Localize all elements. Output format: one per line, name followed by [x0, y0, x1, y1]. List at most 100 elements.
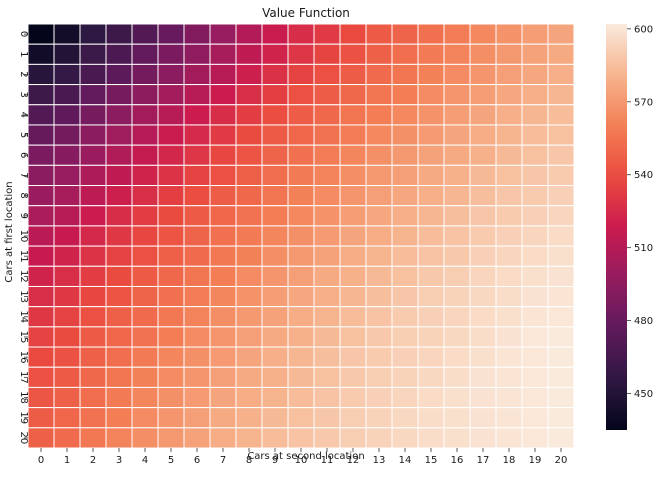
- heatmap-cell: [443, 285, 471, 308]
- heatmap-cell: [287, 185, 315, 207]
- heatmap-cell: [209, 104, 237, 126]
- x-tick-label: 20: [555, 455, 568, 466]
- heatmap-cell: [79, 407, 107, 429]
- heatmap-cell: [183, 407, 211, 429]
- heatmap-cell: [209, 164, 237, 187]
- heatmap-cell: [521, 185, 549, 207]
- heatmap-cell: [417, 427, 445, 449]
- heatmap-cell: [365, 225, 393, 247]
- heatmap-cell: [443, 185, 471, 207]
- heatmap-cell: [443, 407, 471, 429]
- heatmap-cell: [235, 346, 263, 368]
- heatmap-cell: [27, 326, 55, 348]
- heatmap-cell: [157, 386, 185, 409]
- heatmap-cell: [365, 164, 393, 187]
- heatmap-cell: [131, 63, 159, 86]
- heatmap-cell: [495, 306, 523, 328]
- heatmap-cell: [157, 185, 185, 207]
- heatmap-cell: [209, 185, 237, 207]
- heatmap-cell: [495, 144, 523, 166]
- heatmap-cell: [157, 63, 185, 86]
- heatmap-cell: [521, 326, 549, 348]
- heatmap-cell: [495, 84, 523, 106]
- heatmap-cell: [261, 23, 289, 45]
- heatmap-cell: [339, 306, 367, 328]
- heatmap-cell: [287, 407, 315, 429]
- heatmap-cell: [287, 427, 315, 449]
- heatmap-cell: [417, 205, 445, 227]
- heatmap-cell: [261, 164, 289, 187]
- heatmap-cell: [79, 346, 107, 368]
- x-tick-label: 3: [116, 455, 122, 466]
- heatmap-cell: [365, 84, 393, 106]
- heatmap-cell: [131, 205, 159, 227]
- heatmap-cell: [339, 63, 367, 86]
- heatmap-cell: [53, 245, 81, 267]
- heatmap-cell: [313, 43, 341, 65]
- y-tick-label: 19: [18, 411, 29, 424]
- heatmap-cell: [131, 265, 159, 287]
- heatmap-cell: [131, 427, 159, 449]
- heatmap-cell: [521, 43, 549, 65]
- heatmap-cell: [209, 366, 237, 388]
- heatmap-cell: [313, 407, 341, 429]
- heatmap-cell: [105, 285, 133, 308]
- heatmap-cell: [313, 265, 341, 287]
- heatmap-cell: [313, 144, 341, 166]
- heatmap-cell: [157, 84, 185, 106]
- heatmap-cell: [235, 104, 263, 126]
- heatmap-cell: [443, 84, 471, 106]
- heatmap-cell: [27, 225, 55, 247]
- heatmap-cell: [261, 185, 289, 207]
- heatmap-cell: [417, 84, 445, 106]
- colorbar-tick-label: 450: [634, 389, 653, 400]
- heatmap-cell: [131, 144, 159, 166]
- heatmap-cell: [495, 63, 523, 86]
- heatmap-cell: [469, 124, 497, 146]
- heatmap-cell: [53, 427, 81, 449]
- x-tick-label: 5: [168, 455, 174, 466]
- heatmap-cell: [443, 245, 471, 267]
- heatmap-cell: [79, 205, 107, 227]
- heatmap-cell: [469, 326, 497, 348]
- heatmap-cell: [339, 386, 367, 409]
- heatmap-cell: [495, 124, 523, 146]
- heatmap-cell: [521, 205, 549, 227]
- heatmap-cell: [157, 306, 185, 328]
- heatmap-cell: [105, 346, 133, 368]
- x-tick-label: 9: [272, 455, 278, 466]
- y-tick-label: 12: [18, 270, 29, 283]
- heatmap-cell: [53, 285, 81, 308]
- heatmap-cell: [469, 306, 497, 328]
- heatmap-cell: [183, 43, 211, 65]
- heatmap-cell: [469, 144, 497, 166]
- heatmap-cell: [209, 23, 237, 45]
- heatmap-cell: [417, 144, 445, 166]
- y-tick-label: 20: [18, 432, 29, 445]
- heatmap-cell: [469, 23, 497, 45]
- heatmap-cell: [105, 225, 133, 247]
- heatmap-cell: [209, 84, 237, 106]
- heatmap-cell: [27, 386, 55, 409]
- heatmap-cell: [105, 104, 133, 126]
- heatmap-cell: [547, 326, 575, 348]
- heatmap-cell: [105, 265, 133, 287]
- heatmap-cell: [235, 366, 263, 388]
- x-tick-label: 10: [295, 455, 308, 466]
- heatmap-cell: [313, 63, 341, 86]
- heatmap-cell: [287, 225, 315, 247]
- y-tick-label: 2: [18, 71, 29, 77]
- heatmap-cell: [339, 84, 367, 106]
- heatmap-cell: [105, 144, 133, 166]
- heatmap-cell: [53, 346, 81, 368]
- y-tick-label: 15: [18, 331, 29, 344]
- heatmap-cell: [339, 265, 367, 287]
- heatmap-cell: [79, 427, 107, 449]
- heatmap-cell: [287, 63, 315, 86]
- heatmap-cell: [79, 306, 107, 328]
- heatmap-cell: [313, 427, 341, 449]
- heatmap-cell: [209, 386, 237, 409]
- heatmap-cell: [105, 164, 133, 187]
- heatmap-cell: [313, 23, 341, 45]
- heatmap-cell: [417, 265, 445, 287]
